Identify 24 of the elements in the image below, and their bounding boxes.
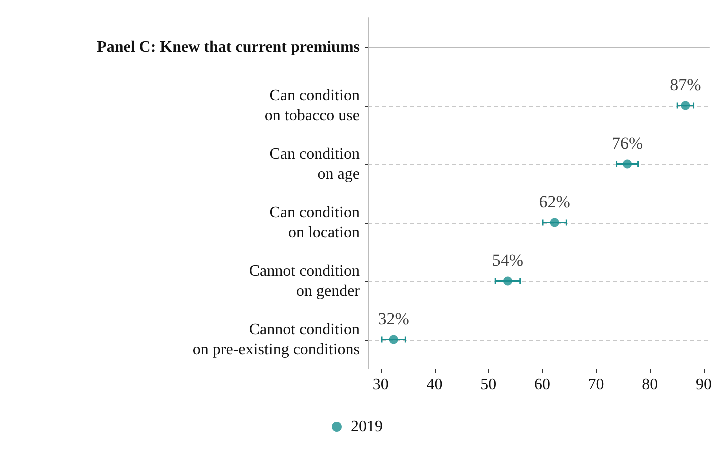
data-label: 62% [539, 192, 570, 212]
x-tick-label: 40 [426, 376, 443, 394]
data-label: 87% [670, 75, 702, 94]
y-tick-label: Cannot condition on gender [249, 262, 361, 300]
x-tick-label: 60 [534, 376, 550, 394]
point [504, 276, 512, 286]
y-tick-label: Panel C: Knew that current premiums [97, 38, 360, 56]
y-tick-label: Can condition on age [270, 146, 360, 183]
x-tick-label: 80 [642, 376, 658, 394]
legend-label: 2019 [351, 418, 383, 436]
point [389, 335, 398, 344]
x-tick-label: 90 [696, 376, 712, 394]
y-tick-label: Cannot condition on pre-existing conditions [192, 321, 360, 358]
point [550, 218, 560, 228]
point [681, 101, 690, 110]
x-tick-label: 70 [588, 376, 604, 394]
data-label: 54% [492, 250, 524, 270]
x-tick-label: 50 [480, 376, 497, 394]
y-tick-label: Can condition on tobacco use [264, 87, 360, 124]
data-label: 76% [612, 134, 644, 153]
data-label: 32% [378, 309, 410, 328]
y-tick-label: Can condition on location [270, 204, 360, 242]
x-tick-label: 30 [372, 376, 389, 394]
point [623, 160, 632, 169]
